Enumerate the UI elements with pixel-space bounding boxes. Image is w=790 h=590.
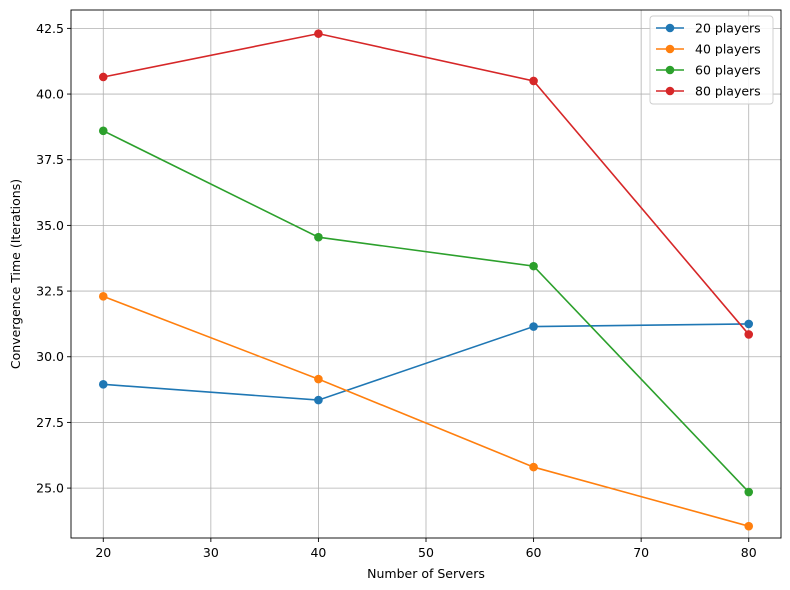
legend: 20 players 40 players 60 players 80 players	[649, 15, 774, 105]
y-tick-label: 27.5	[36, 415, 64, 430]
y-tick-label: 37.5	[36, 152, 64, 167]
legend-marker	[665, 23, 675, 33]
data-point	[744, 487, 754, 497]
data-point	[314, 374, 323, 384]
data-point	[744, 319, 754, 329]
data-point	[529, 462, 538, 472]
x-axis-label: Number of Servers	[367, 566, 485, 581]
series-3	[98, 126, 754, 497]
data-point	[529, 76, 538, 86]
y-tick-label: 35.0	[36, 218, 64, 233]
data-point	[98, 72, 108, 82]
series-2	[98, 292, 754, 531]
data-point	[98, 380, 108, 389]
data-point	[529, 322, 538, 331]
data-point	[314, 232, 323, 242]
y-tick-label: 42.5	[36, 21, 64, 36]
legend-label: 40 players	[695, 42, 761, 57]
series-line	[102, 130, 750, 493]
series-line	[103, 323, 749, 401]
x-tick-label: 80	[741, 545, 757, 560]
series-group	[98, 29, 754, 531]
legend-marker	[665, 65, 675, 75]
legend-label: 20 players	[695, 21, 761, 36]
legend-entry: 20 players	[656, 21, 761, 36]
data-point	[98, 126, 108, 136]
series-line	[102, 295, 749, 527]
legend-entry: 40 players	[656, 42, 761, 57]
y-tick-label: 40.0	[36, 87, 64, 102]
legend-marker	[665, 86, 675, 96]
x-tick-label: 40	[310, 545, 326, 560]
series-1	[98, 319, 754, 405]
data-point	[314, 29, 323, 38]
x-tick-label: 50	[418, 545, 434, 560]
y-tick-label: 25.0	[36, 481, 64, 496]
y-axis-label: Convergence Time (Iterations)	[8, 179, 23, 369]
legend-label: 80 players	[695, 84, 761, 99]
legend-label: 60 players	[695, 63, 761, 78]
x-axis-ticks: 20 30 40 50 60 70 80	[95, 538, 757, 560]
legend-frame	[649, 15, 774, 105]
data-point	[529, 261, 538, 271]
data-point	[98, 292, 108, 301]
series-4	[98, 29, 754, 339]
legend-marker	[665, 44, 675, 54]
x-tick-label: 70	[633, 545, 649, 560]
y-tick-label: 32.5	[36, 284, 64, 299]
data-point	[314, 395, 323, 405]
x-tick-label: 30	[203, 545, 219, 560]
legend-entry: 60 players	[656, 63, 761, 78]
legend-entry: 80 players	[656, 84, 761, 99]
x-tick-label: 20	[95, 545, 111, 560]
data-point	[744, 330, 754, 339]
data-point	[744, 521, 754, 531]
y-axis-ticks: 25.0 27.5 30.0 32.5 35.0 37.5 40.0 42.5	[36, 21, 71, 496]
x-tick-label: 60	[526, 545, 542, 560]
y-tick-label: 30.0	[36, 349, 64, 364]
series-line	[103, 32, 750, 335]
